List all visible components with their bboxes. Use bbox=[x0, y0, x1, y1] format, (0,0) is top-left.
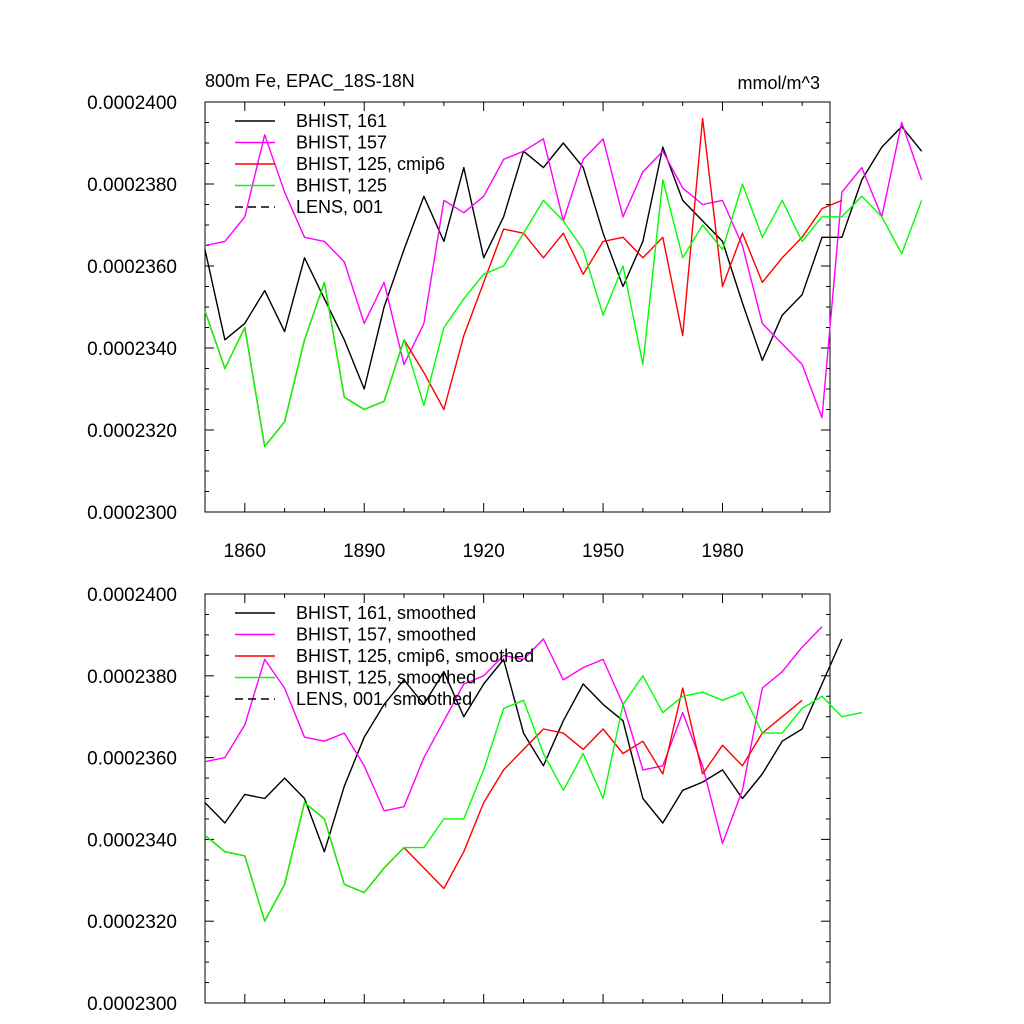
legend-label-3: BHIST, 125, cmip6 bbox=[296, 154, 445, 174]
chart-panel-2: 0.0002300 0.0002320 0.0002340 0.0002360 0.00… bbox=[87, 585, 862, 1015]
x-tick-label: 1980 bbox=[701, 541, 743, 562]
y-tick-label: 0.0002340 bbox=[87, 339, 177, 360]
legend-label-1: BHIST, 161 bbox=[296, 111, 387, 131]
y-tick-label: 0.0002400 bbox=[87, 93, 177, 114]
series-line-4 bbox=[204, 675, 862, 922]
y-tick-label: 0.0002360 bbox=[87, 257, 177, 278]
legend-label-2: BHIST, 157, smoothed bbox=[296, 625, 476, 645]
y-tick-label: 0.0002340 bbox=[87, 830, 177, 851]
legend-label-2: BHIST, 157 bbox=[296, 133, 387, 153]
y-tick-label: 0.0002320 bbox=[87, 421, 177, 442]
y-tick-label: 0.0002300 bbox=[87, 503, 177, 524]
legend-label-1: BHIST, 161, smoothed bbox=[296, 603, 476, 623]
series-line-2 bbox=[204, 626, 823, 845]
chart-panel-1: 800m Fe, EPAC_18S-18N mmol/m^3 0.0002300 0.… bbox=[87, 71, 923, 562]
series-line-1 bbox=[204, 638, 843, 853]
units-label: mmol/m^3 bbox=[738, 73, 820, 93]
chart-title: 800m Fe, EPAC_18S-18N bbox=[205, 71, 415, 92]
y-tick-label: 0.0002360 bbox=[87, 749, 177, 770]
legend-label-4: BHIST, 125, smoothed bbox=[296, 668, 476, 688]
legend-label-3: BHIST, 125, cmip6, smoothed bbox=[296, 646, 534, 666]
legend-label-5: LENS, 001 bbox=[296, 197, 383, 217]
x-tick-label: 1950 bbox=[582, 541, 624, 562]
x-tick-label: 1860 bbox=[224, 541, 266, 562]
y-tick-label: 0.0002300 bbox=[87, 994, 177, 1015]
legend-label-5: LENS, 001, smoothed bbox=[296, 689, 472, 709]
x-tick-label: 1920 bbox=[463, 541, 505, 562]
y-tick-label: 0.0002380 bbox=[87, 175, 177, 196]
y-tick-label: 0.0002320 bbox=[87, 912, 177, 933]
legend-label-4: BHIST, 125 bbox=[296, 176, 387, 196]
y-tick-label: 0.0002380 bbox=[87, 667, 177, 688]
series-line-1 bbox=[204, 125, 923, 390]
series-line-4 bbox=[204, 179, 923, 448]
y-tick-label: 0.0002400 bbox=[87, 585, 177, 606]
x-tick-label: 1890 bbox=[343, 541, 385, 562]
